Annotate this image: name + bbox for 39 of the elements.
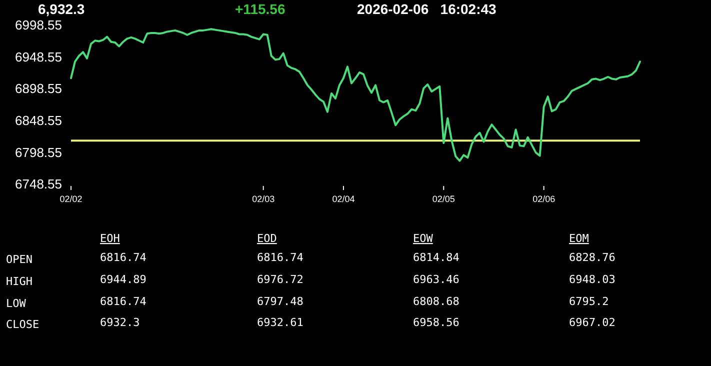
text: 6816.74 bbox=[100, 295, 146, 308]
y-tick-label: 6848.55 bbox=[15, 112, 62, 128]
category-label: EOD bbox=[257, 232, 277, 245]
text: 6932.61 bbox=[257, 316, 304, 329]
text: 6967.02 bbox=[569, 316, 616, 329]
text: 6,932.3 bbox=[38, 1, 85, 17]
text: 6797.48 bbox=[257, 295, 304, 308]
text: 6795.2 bbox=[569, 295, 609, 308]
y-tick-label: 6998.55 bbox=[15, 18, 62, 33]
text: 2026-02-06 16:02:43 bbox=[357, 1, 497, 17]
y-tick-label: 6798.55 bbox=[15, 144, 62, 160]
line-series bbox=[70, 28, 641, 162]
x-tick-label: 02/02 bbox=[60, 194, 82, 204]
text: 6948.03 bbox=[569, 273, 616, 286]
category-label: LOW bbox=[6, 297, 26, 310]
category-label: EOH bbox=[100, 232, 120, 245]
text: +115.56 bbox=[235, 1, 286, 17]
text: 6808.68 bbox=[413, 295, 460, 308]
category-label: CLOSE bbox=[6, 318, 40, 331]
x-tick-label: 02/06 bbox=[532, 194, 556, 204]
text: 6816.74 bbox=[257, 251, 304, 264]
y-tick-label: 6948.55 bbox=[15, 49, 62, 64]
y-tick-label: 6748.55 bbox=[15, 176, 62, 192]
text: 6828.76 bbox=[569, 251, 616, 264]
y-tick-label: 6898.55 bbox=[15, 81, 62, 96]
text: 6932.3 bbox=[100, 316, 140, 329]
text: 6816.74 bbox=[100, 251, 146, 264]
text: 6944.89 bbox=[100, 273, 146, 286]
text: 6963.46 bbox=[413, 273, 460, 286]
x-tick-label: 02/05 bbox=[432, 194, 455, 204]
category-label: EOW bbox=[413, 232, 434, 245]
text: 6814.84 bbox=[413, 251, 460, 264]
category-label: OPEN bbox=[6, 253, 32, 266]
text: 6976.72 bbox=[257, 273, 304, 286]
category-label: HIGH bbox=[6, 275, 32, 288]
text: 6958.56 bbox=[413, 316, 460, 329]
x-tick-label: 02/04 bbox=[332, 194, 355, 204]
x-tick-label: 02/03 bbox=[252, 194, 275, 204]
category-label: EOM bbox=[569, 232, 590, 245]
